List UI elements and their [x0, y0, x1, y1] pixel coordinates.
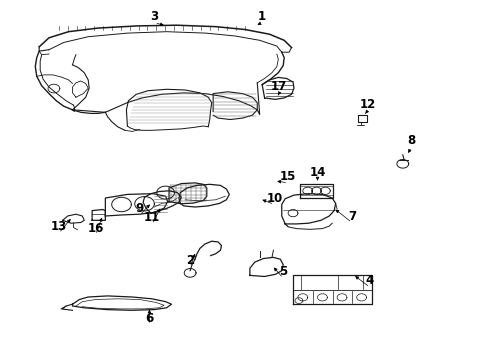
Text: 6: 6 [146, 312, 153, 325]
Text: 10: 10 [266, 192, 283, 204]
Text: 9: 9 [136, 202, 144, 215]
Text: 3: 3 [150, 10, 158, 23]
Text: 13: 13 [50, 220, 67, 233]
Text: 16: 16 [87, 222, 104, 235]
Text: 5: 5 [279, 265, 287, 278]
Text: 7: 7 [348, 210, 356, 222]
Text: 15: 15 [280, 170, 296, 183]
Text: 12: 12 [359, 98, 376, 111]
Text: 14: 14 [309, 166, 326, 179]
Text: 4: 4 [366, 274, 374, 287]
Text: 17: 17 [271, 80, 288, 93]
Text: 2: 2 [186, 255, 194, 267]
Text: 8: 8 [408, 134, 416, 147]
Text: 11: 11 [144, 211, 160, 224]
Text: 1: 1 [258, 10, 266, 23]
